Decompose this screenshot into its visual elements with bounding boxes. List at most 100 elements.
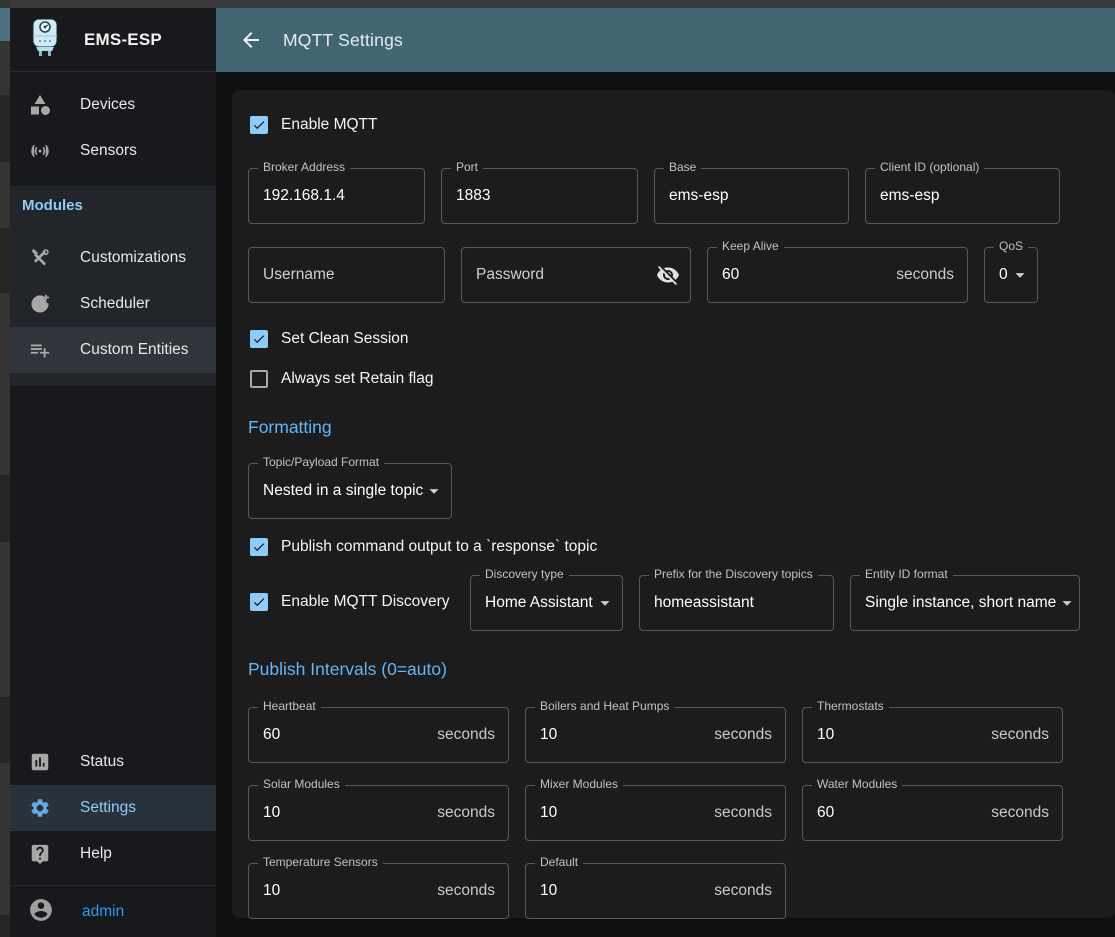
modules-section-title: Modules (22, 197, 83, 214)
sidebar-item-custom-entities[interactable]: Custom Entities (10, 327, 216, 373)
sidebar-item-label: Status (80, 753, 124, 770)
visibility-off-icon[interactable] (656, 263, 680, 287)
playlist-add-icon (28, 338, 52, 362)
username-field (248, 247, 445, 303)
retain-flag-checkbox[interactable] (250, 370, 268, 388)
water-input[interactable] (803, 786, 992, 840)
publish-intervals-heading: Publish Intervals (0=auto) (248, 659, 447, 679)
heartbeat-input[interactable] (249, 708, 438, 762)
clean-session-label: Set Clean Session (281, 330, 409, 347)
thermostats-unit: seconds (991, 726, 1049, 743)
chevron-down-icon (1056, 592, 1078, 614)
intervals-row-1: Heartbeat seconds Boilers and Heat Pumps… (248, 700, 1099, 763)
sidebar-item-label: Customizations (80, 249, 186, 266)
discovery-fields: Discovery type Home Assistant Prefix for… (470, 568, 1080, 631)
solar-field: Solar Modules seconds (248, 778, 509, 841)
temperature-sensors-unit: seconds (437, 882, 495, 899)
base-label: Base (664, 161, 702, 174)
keep-alive-input[interactable] (708, 248, 897, 302)
sidebar-item-help[interactable]: Help (10, 831, 216, 877)
heartbeat-label: Heartbeat (258, 700, 321, 713)
app-logo-row[interactable]: EMS-ESP (10, 8, 216, 72)
solar-input[interactable] (249, 786, 438, 840)
entity-id-format-value: Single instance, short name (865, 594, 1057, 611)
sidebar-user-admin[interactable]: admin (10, 887, 216, 937)
sidebar-nav-bottom: Status Settings Help (10, 739, 216, 877)
heartbeat-unit: seconds (437, 726, 495, 743)
mixer-input[interactable] (526, 786, 715, 840)
enable-discovery-checkbox[interactable] (250, 593, 268, 611)
port-field: Port (441, 161, 638, 224)
discovery-type-label: Discovery type (480, 568, 569, 581)
sidebar-divider (10, 885, 216, 886)
sidebar-item-customizations[interactable]: Customizations (10, 235, 216, 281)
sidebar-item-label: Sensors (80, 142, 137, 159)
qos-label: QoS (994, 240, 1029, 253)
password-input[interactable] (462, 248, 656, 302)
topic-format-value: Nested in a single topic (263, 482, 424, 499)
enable-mqtt-checkbox[interactable] (250, 116, 268, 134)
broker-address-field: Broker Address (248, 161, 425, 224)
background-window-sliver (0, 0, 10, 937)
sidebar-item-label: Scheduler (80, 295, 150, 312)
default-interval-input[interactable] (526, 864, 715, 918)
thermostats-input[interactable] (803, 708, 992, 762)
window-top-strip (10, 0, 1115, 8)
arrow-back-icon[interactable] (239, 28, 263, 52)
discovery-prefix-input[interactable] (640, 576, 833, 630)
keep-alive-field: Keep Alive seconds (707, 240, 968, 303)
sliver-segment (0, 228, 10, 293)
enable-mqtt-label: Enable MQTT (281, 116, 378, 133)
sidebar-item-devices[interactable]: Devices (10, 82, 216, 128)
topic-format-select[interactable]: Topic/Payload Format Nested in a single … (248, 456, 452, 519)
publish-response-checkbox[interactable] (250, 538, 268, 556)
discovery-type-select[interactable]: Discovery type Home Assistant (470, 568, 623, 631)
qos-select[interactable]: QoS 0 (984, 240, 1038, 303)
formatting-heading: Formatting (248, 417, 332, 437)
sidebar-item-settings[interactable]: Settings (10, 785, 216, 831)
thermostats-field: Thermostats seconds (802, 700, 1063, 763)
app-header: MQTT Settings (216, 8, 1115, 72)
boilers-unit: seconds (714, 726, 772, 743)
keep-alive-unit: seconds (896, 266, 954, 283)
sidebar-item-label: Custom Entities (80, 341, 189, 358)
water-label: Water Modules (812, 778, 903, 791)
boilers-input[interactable] (526, 708, 715, 762)
sensors-icon (28, 139, 52, 163)
sidebar-item-status[interactable]: Status (10, 739, 216, 785)
client-id-input[interactable] (866, 169, 1059, 223)
retain-flag-row: Always set Retain flag (250, 370, 1099, 388)
discovery-prefix-label: Prefix for the Discovery topics (649, 568, 818, 581)
help-icon (28, 842, 52, 866)
water-unit: seconds (991, 804, 1049, 821)
clean-session-row: Set Clean Session (250, 330, 1099, 348)
temperature-sensors-input[interactable] (249, 864, 438, 918)
discovery-row: Enable MQTT Discovery Discovery type Hom… (248, 568, 1099, 631)
sliver-segment (0, 697, 10, 763)
base-input[interactable] (655, 169, 848, 223)
sliver-segment (0, 95, 10, 162)
schedule-add-icon (28, 292, 52, 316)
sidebar-item-label: Help (80, 845, 112, 862)
mqtt-settings-panel: Enable MQTT Broker Address Port Base Cli… (232, 90, 1115, 919)
sidebar-item-scheduler[interactable]: Scheduler (10, 281, 216, 327)
sidebar-nav-top: Devices Sensors (10, 72, 216, 174)
sidebar-item-sensors[interactable]: Sensors (10, 128, 216, 174)
broker-address-input[interactable] (249, 169, 424, 223)
username-input[interactable] (249, 248, 444, 302)
base-field: Base (654, 161, 849, 224)
sliver-header-segment (0, 8, 10, 41)
entity-id-format-select[interactable]: Entity ID format Single instance, short … (850, 568, 1080, 631)
boiler-logo-icon (27, 17, 63, 62)
construction-icon (28, 246, 52, 270)
mixer-label: Mixer Modules (535, 778, 624, 791)
temperature-sensors-label: Temperature Sensors (258, 856, 383, 869)
port-input[interactable] (442, 169, 637, 223)
chevron-down-icon (1009, 264, 1031, 286)
keep-alive-label: Keep Alive (717, 240, 784, 253)
qos-value: 0 (999, 266, 1008, 283)
clean-session-checkbox[interactable] (250, 330, 268, 348)
sidebar-spacer (10, 386, 216, 739)
mixer-field: Mixer Modules seconds (525, 778, 786, 841)
